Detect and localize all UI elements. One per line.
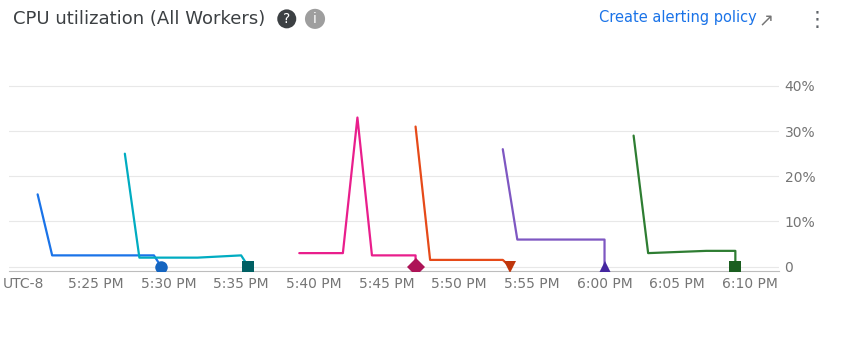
Text: CPU utilization (All Workers): CPU utilization (All Workers) <box>13 10 265 28</box>
Text: ↗: ↗ <box>758 12 774 30</box>
Text: ⋮: ⋮ <box>807 10 828 30</box>
Text: i: i <box>313 12 317 26</box>
Text: Create alerting policy: Create alerting policy <box>599 10 757 25</box>
Text: ?: ? <box>283 12 290 26</box>
